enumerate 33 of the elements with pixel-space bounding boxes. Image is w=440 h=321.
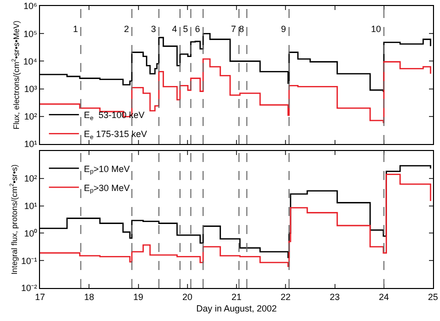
x-tick-label: 22 — [280, 292, 291, 302]
annotation: 1 — [73, 24, 78, 34]
x-tick-label: 20 — [182, 292, 192, 302]
y-tick-label: 10³ — [24, 84, 38, 94]
annotation: 6 — [195, 24, 200, 34]
x-tick-label: 19 — [133, 292, 144, 302]
annotation: 4 — [172, 24, 178, 34]
y-tick-label: 10² — [24, 174, 38, 184]
y-tick-label: 10¹ — [24, 139, 38, 150]
annotation: 2 — [124, 24, 130, 34]
legend-label: E$_{p}$>10 MeV — [84, 164, 130, 176]
y-tick-label: 10⁰ — [24, 228, 38, 238]
x-tick-label: 17 — [34, 292, 46, 302]
annotation: 5 — [183, 24, 188, 34]
x-tick-label: 24 — [378, 292, 389, 302]
annotation: 3 — [151, 24, 156, 34]
y-tick-label: 10⁻² — [21, 283, 38, 294]
x-tick-label: 18 — [84, 292, 94, 302]
y-tick-label: 10² — [24, 112, 38, 122]
x-tick-label: 21 — [231, 292, 242, 302]
y-tick-label: 10⁶ — [23, 1, 38, 12]
x-tick-label: 23 — [330, 292, 340, 302]
y-tick-label: 10⁵ — [23, 28, 38, 39]
annotation: 10 — [371, 24, 382, 34]
y-tick-label: 10⁻¹ — [21, 256, 38, 266]
legend-label: E$_{e}$ 175-315 keV — [84, 129, 148, 142]
annotation: 9 — [281, 24, 286, 34]
y-tick-label: 10¹ — [24, 200, 38, 211]
annotation: 7 — [231, 24, 236, 34]
x-axis-title: Day in August, 2002 — [196, 304, 277, 314]
x-tick-label: 25 — [428, 292, 438, 302]
y-tick-label: 10⁴ — [23, 56, 38, 66]
legend-label: E$_{p}$>30 MeV — [84, 182, 130, 195]
